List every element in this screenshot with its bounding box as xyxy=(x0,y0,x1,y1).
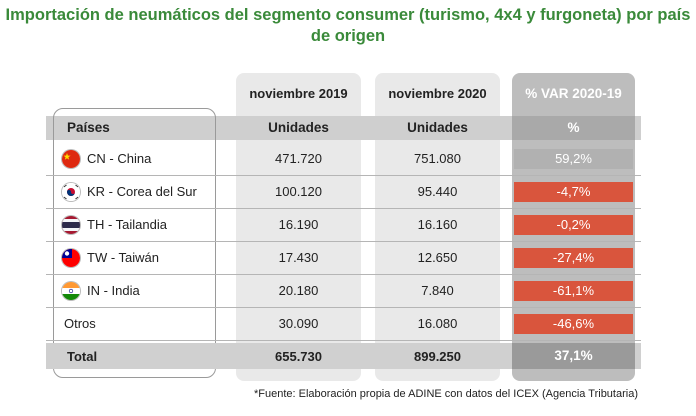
taiwan-flag-icon xyxy=(62,249,80,267)
var-percent-value: -46,6% xyxy=(514,314,633,334)
table-row: Otros 30.090 16.080 -46,6% xyxy=(0,310,696,338)
value-2020: 16.160 xyxy=(417,217,458,232)
value-2019: 471.720 xyxy=(275,151,322,166)
period-var-header: % VAR 2020-19 xyxy=(525,86,622,101)
row-divider xyxy=(46,208,641,209)
units-var-header: % xyxy=(567,120,580,135)
india-flag-icon xyxy=(62,282,80,300)
period-2019-header: noviembre 2019 xyxy=(249,86,348,101)
total-label: Total xyxy=(67,349,98,364)
period-2020-header: noviembre 2020 xyxy=(388,86,487,101)
total-2020-value: 899.250 xyxy=(414,349,461,364)
var-percent-value: -27,4% xyxy=(514,248,633,268)
value-2019: 100.120 xyxy=(275,184,322,199)
value-2020: 7.840 xyxy=(421,283,454,298)
value-2019: 17.430 xyxy=(278,250,319,265)
table-row: KR - Corea del Sur 100.120 95.440 -4,7% xyxy=(0,178,696,206)
table-row: CN - China 471.720 751.080 59,2% xyxy=(0,145,696,173)
row-divider xyxy=(46,241,641,242)
value-2019: 30.090 xyxy=(278,316,319,331)
value-2020: 95.440 xyxy=(417,184,458,199)
total-2019-value: 655.730 xyxy=(275,349,322,364)
table-row: TW - Taiwán 17.430 12.650 -27,4% xyxy=(0,244,696,272)
row-divider xyxy=(46,307,641,308)
var-percent-value: -4,7% xyxy=(514,182,633,202)
country-name: IN - India xyxy=(87,283,140,298)
country-name: TW - Taiwán xyxy=(87,250,159,265)
units-var-header-band xyxy=(512,116,635,140)
total-var-value: 37,1% xyxy=(554,348,593,363)
value-2019: 20.180 xyxy=(278,283,319,298)
country-name: KR - Corea del Sur xyxy=(87,184,197,199)
thailand-flag-icon xyxy=(62,216,80,234)
value-2020: 16.080 xyxy=(417,316,458,331)
country-name: Otros xyxy=(64,316,96,331)
source-footnote: *Fuente: Elaboración propia de ADINE con… xyxy=(254,388,638,400)
country-name: TH - Tailandia xyxy=(87,217,167,232)
value-2020: 12.650 xyxy=(417,250,458,265)
south-korea-flag-icon xyxy=(62,183,80,201)
countries-header: Países xyxy=(67,120,110,135)
countries-frame xyxy=(53,108,216,378)
var-percent-value: -61,1% xyxy=(514,281,633,301)
row-divider xyxy=(46,175,641,176)
country-name: CN - China xyxy=(87,151,152,166)
table-row: IN - India 20.180 7.840 -61,1% xyxy=(0,277,696,305)
table-row: TH - Tailandia 16.190 16.160 -0,2% xyxy=(0,211,696,239)
row-divider xyxy=(46,340,641,341)
total-var-band xyxy=(512,343,635,369)
china-flag-icon xyxy=(62,150,80,168)
row-divider xyxy=(46,274,641,275)
var-percent-value: -0,2% xyxy=(514,215,633,235)
value-2019: 16.190 xyxy=(278,217,319,232)
total-row: Total 655.730 899.250 37,1% xyxy=(0,343,696,371)
units-2020-header: Unidades xyxy=(407,120,468,135)
var-percent-value: 59,2% xyxy=(514,149,633,169)
chart-title: Importación de neumáticos del segmento c… xyxy=(5,6,691,45)
value-2020: 751.080 xyxy=(414,151,461,166)
units-2019-header: Unidades xyxy=(268,120,329,135)
